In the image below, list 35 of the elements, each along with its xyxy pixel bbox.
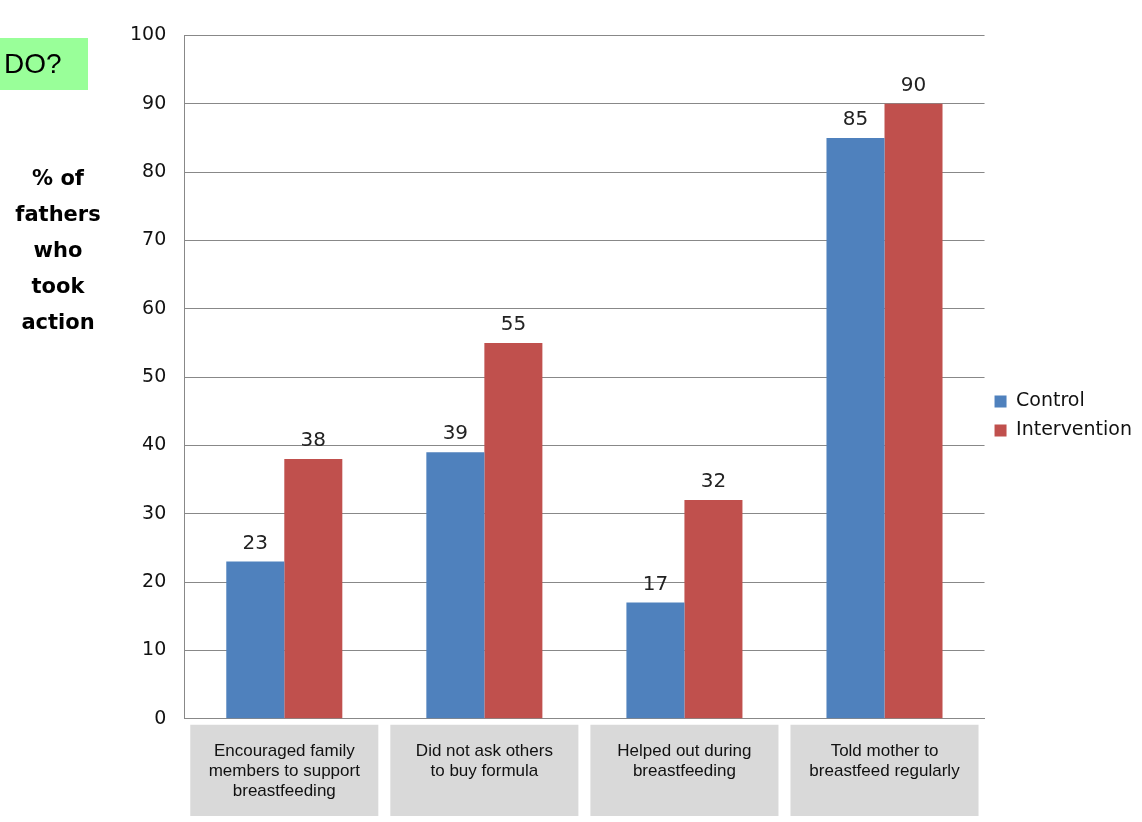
y-tick-label: 90 — [142, 90, 167, 113]
x-tick-label: Helped out during breastfeeding — [617, 740, 752, 781]
legend-label: Control — [1016, 388, 1085, 411]
y-tick-label: 50 — [142, 364, 167, 387]
bar — [426, 452, 485, 719]
y-tick-label: 30 — [142, 500, 167, 523]
x-tick-label: Told mother to breastfeed regularly — [809, 740, 961, 781]
y-tick-label: 80 — [142, 159, 167, 182]
y-tick-label: 20 — [142, 569, 167, 592]
data-label: 38 — [300, 427, 327, 452]
text: DO? — [0, 38, 88, 90]
data-label: 90 — [900, 71, 927, 96]
bar — [284, 459, 343, 719]
y-tick-label: 60 — [142, 295, 167, 318]
bar — [484, 342, 543, 719]
bar — [826, 137, 885, 719]
bar — [884, 103, 943, 719]
y-tick-label: 10 — [142, 637, 167, 660]
data-label: 39 — [442, 420, 469, 445]
y-tick-label: 70 — [142, 227, 167, 250]
data-label: 23 — [242, 529, 269, 554]
bar — [626, 602, 685, 719]
y-axis-title: % of fathers who took action — [14, 165, 102, 336]
legend-label: Intervention — [1016, 417, 1132, 440]
data-label: 17 — [642, 570, 669, 595]
y-tick-label: 40 — [142, 432, 167, 455]
data-label: 55 — [500, 311, 527, 336]
bar — [226, 561, 285, 719]
data-label: 85 — [842, 106, 869, 131]
x-tick-label: Encouraged family members to support breastfeeding — [208, 740, 361, 801]
y-tick-label: 0 — [154, 705, 167, 728]
data-label: 32 — [700, 468, 727, 493]
x-tick-label: Did not ask others to buy formula — [415, 740, 553, 781]
y-tick-label: 100 — [130, 22, 167, 45]
bar — [684, 500, 743, 719]
